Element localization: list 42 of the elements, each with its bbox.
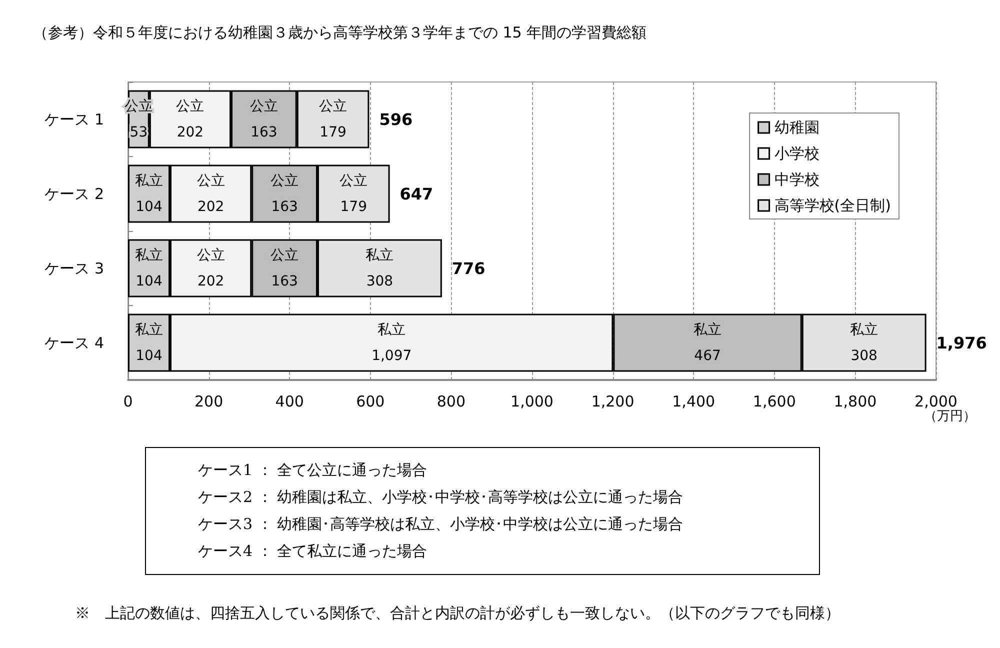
data-label: 私立 104 <box>135 322 164 364</box>
data-label: 公立 179 <box>340 172 368 215</box>
x-tick-label: 0 <box>123 392 133 410</box>
y-tick-label: ケース 2 <box>44 184 104 203</box>
data-label: 私立 467 <box>694 322 722 364</box>
x-tick-label: 1,800 <box>834 392 877 410</box>
data-label: 公立 202 <box>196 247 225 290</box>
total-label: 1,976 <box>936 333 987 352</box>
x-tick-label: 600 <box>356 392 385 410</box>
y-tick-label: ケース 1 <box>44 110 104 128</box>
legend-label: 小学校 <box>774 144 820 162</box>
data-label: 公立 202 <box>196 172 225 215</box>
data-label: 私立 104 <box>135 247 164 290</box>
x-tick-label: 200 <box>194 392 224 410</box>
x-tick-label: 800 <box>436 392 466 410</box>
chart-title: （参考）令和５年度における幼稚園３歳から高等学校第３学年までの 15 年間の学習費総額 <box>33 24 647 42</box>
x-tick-label: 1,200 <box>591 392 634 410</box>
data-label: 公立 179 <box>319 98 348 140</box>
x-axis-title: （万円） <box>924 409 976 424</box>
y-tick-label: ケース 3 <box>44 259 104 278</box>
data-label: 公立 163 <box>250 98 278 140</box>
total-label: 647 <box>400 184 434 204</box>
data-label: 私立 308 <box>850 322 878 364</box>
x-tick-label: 1,400 <box>672 392 716 410</box>
legend-label: 高等学校(全日制) <box>774 196 892 214</box>
text: ※ 上記の数値は、四捨五入している関係で、合計と内訳の計が必ずしも一致しない。（以下のグラフでも同様） <box>75 604 840 623</box>
legend-label: 中学校 <box>774 170 820 188</box>
data-label: 私立 104 <box>135 172 164 215</box>
x-tick-label: 2,000 <box>914 392 958 410</box>
data-label: 私立 308 <box>366 247 394 290</box>
data-label: 公立 163 <box>270 172 299 215</box>
x-tick-label: 1,600 <box>752 392 796 410</box>
data-label: 公立 202 <box>176 98 204 140</box>
total-label: 596 <box>379 110 413 129</box>
data-label: 公立 163 <box>270 247 299 290</box>
data-label: 私立 1,097 <box>372 322 412 364</box>
x-tick-label: 1,000 <box>510 392 554 410</box>
legend-label: 幼稚園 <box>774 118 820 136</box>
note-box: ケース1 ： 全て公立に通った場合 ケース2 ： 幼稚園は私立、小学校･中学校･高等学校は公立に通った場合 ケース3 ： 幼稚園･高等学校は私立、小学校･中学校は公立に通った場合 ケース4 ： 全て私立に通った場合 <box>145 447 820 575</box>
y-tick-label: ケース 4 <box>44 334 104 352</box>
x-tick-label: 400 <box>275 392 304 410</box>
total-label: 776 <box>452 258 486 278</box>
